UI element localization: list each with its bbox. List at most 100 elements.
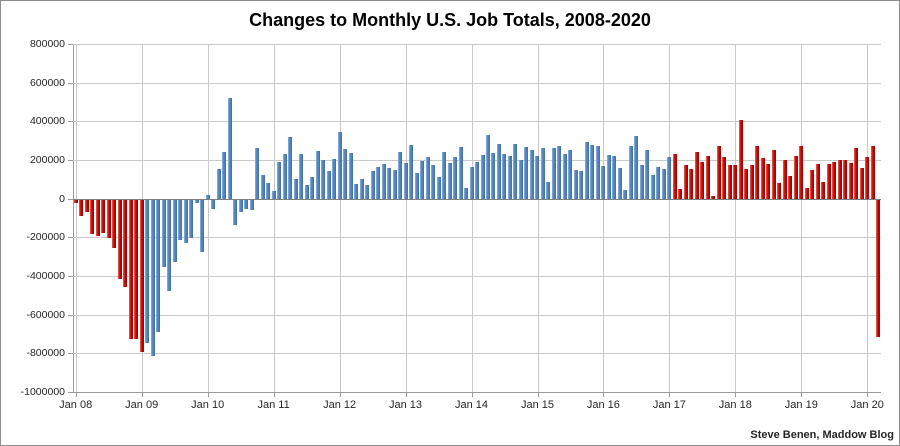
bar [359,179,364,199]
bar [573,169,578,199]
bar [672,154,677,199]
y-tick-label: 800000 [29,38,65,50]
bar [194,199,199,203]
y-tick-label: 400000 [29,115,65,128]
bar [628,146,633,199]
bar [870,145,875,199]
y-gridline [73,392,881,393]
bar [343,149,348,199]
bar [365,185,370,199]
bar [84,199,89,213]
bar [683,164,688,199]
bar [420,160,425,199]
x-tick-mark [735,393,737,397]
x-gridline [273,44,275,392]
attribution-text: Steve Benen, Maddow Blog [750,429,894,441]
y-tick-mark [68,82,73,84]
y-tick-label: -200000 [26,231,65,244]
y-gridline [73,121,881,123]
y-tick-mark [68,44,73,45]
bar [425,157,430,199]
bar [832,161,837,199]
x-tick-label: Jan 19 [784,399,818,411]
bar [409,144,414,199]
y-tick-label: -400000 [26,270,65,282]
bar [414,172,419,199]
bar [777,183,782,199]
bar [249,199,254,211]
bar [304,185,309,199]
bar [727,164,732,199]
bar [178,199,183,241]
x-gridline [339,44,341,392]
bar [271,190,276,199]
bar [722,157,727,199]
bar [260,175,265,199]
y-tick-label: 600000 [29,76,65,89]
x-tick-mark [75,393,77,397]
y-tick-mark [68,160,73,161]
bar [288,136,293,199]
x-gridline [801,44,803,392]
x-tick-label: Jan 09 [125,399,159,411]
x-tick-mark [867,393,869,397]
bar [348,153,353,199]
bar [535,156,540,199]
x-gridline [471,44,473,392]
bar [804,187,809,199]
bar [661,168,666,199]
y-tick-label: -800000 [26,347,65,360]
bar [431,164,436,199]
bar [617,167,622,199]
bar [282,154,287,199]
bar [755,146,760,199]
bar [172,199,177,263]
bar [590,144,595,199]
y-tick-label: -1000000 [20,386,65,398]
bar [716,146,721,199]
bar [255,148,260,199]
bar [183,199,188,244]
bar [293,179,298,199]
x-tick-mark [669,393,671,397]
bar [606,155,611,199]
x-gridline [603,44,605,392]
bar [705,156,710,199]
bar [458,147,463,199]
bar [475,161,479,199]
x-tick-mark [603,393,605,397]
bar [398,152,403,199]
x-tick-label: Jan 11 [257,399,290,411]
bar [134,199,139,339]
bar [321,160,326,199]
bar [502,154,507,199]
bar [788,176,793,199]
bar [562,154,567,199]
bar [799,146,804,199]
bar [211,199,216,210]
bar [95,199,100,237]
bar [865,157,870,199]
bar [540,148,545,199]
bar [782,160,787,199]
bar [277,161,282,199]
bar [496,143,501,199]
y-tick-mark [68,276,73,277]
bar [117,199,122,279]
x-tick-label: Jan 18 [718,399,752,411]
bar [810,169,815,199]
x-tick-mark [801,393,803,397]
bar [101,199,106,233]
bar [442,152,447,199]
y-tick-mark [68,121,73,123]
bar [557,145,562,199]
bar [370,170,375,199]
x-tick-mark [537,393,539,397]
bar [760,158,765,199]
bar [568,150,573,199]
bar [551,148,556,199]
bar [837,160,842,199]
x-tick-label: Jan 20 [850,399,884,411]
bar [546,182,551,199]
bar [656,166,661,199]
